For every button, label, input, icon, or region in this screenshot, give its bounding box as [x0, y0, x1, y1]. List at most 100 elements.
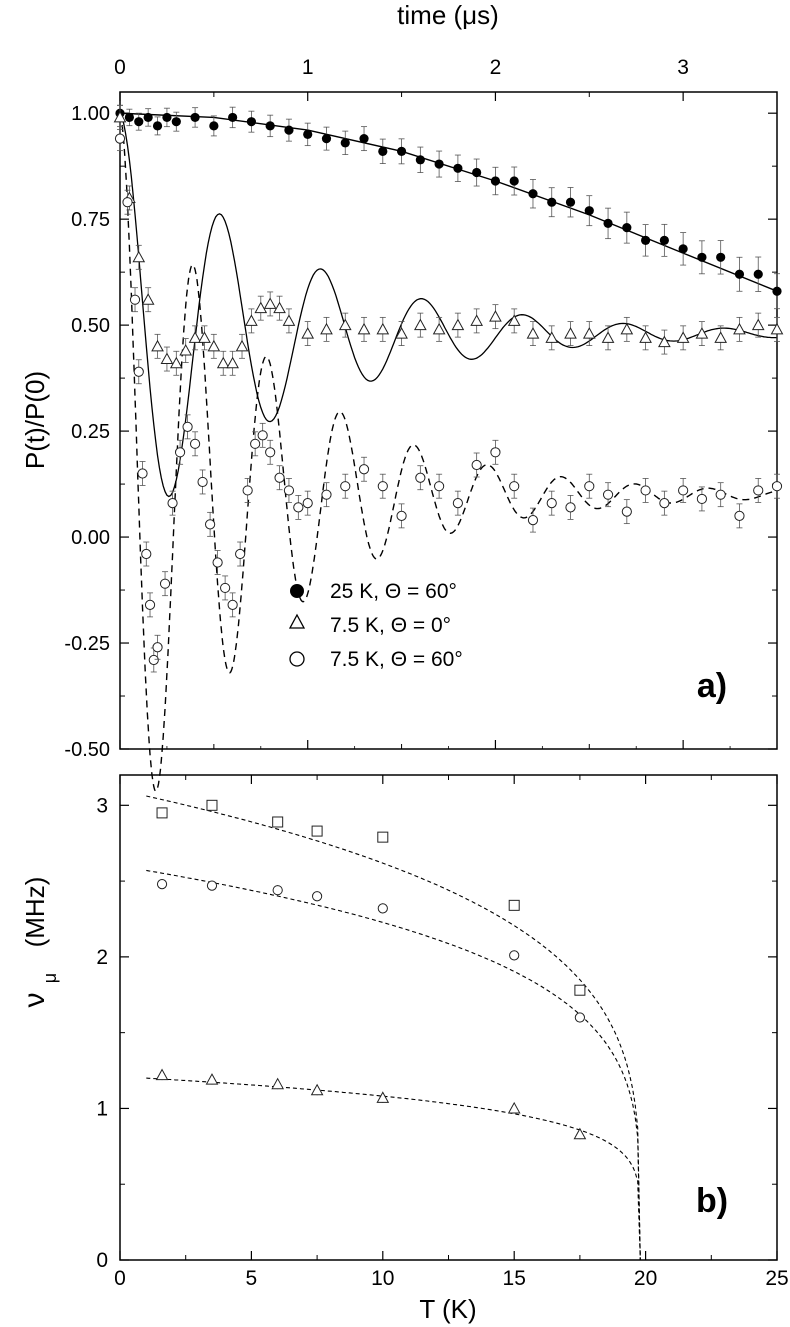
data-point-open-triangle — [470, 314, 484, 326]
x-tick-label: 10 — [371, 1267, 394, 1290]
data-point-open-circle — [358, 464, 370, 475]
data-point-filled-circle — [622, 223, 632, 233]
panel-b-y-axis-subscript: μ — [40, 973, 60, 983]
panel-b-fit-curves — [146, 795, 641, 1261]
data-point-open-circle — [377, 903, 388, 914]
x-tick-label-top: 1 — [302, 56, 314, 79]
data-point-filled-circle — [171, 117, 181, 127]
y-tick-label: 1.00 — [71, 103, 110, 125]
data-point-open-circle — [565, 502, 576, 513]
data-point-open-triangle — [564, 327, 577, 339]
y-tick-label: 0 — [96, 1249, 108, 1272]
data-point-open-circle — [753, 485, 764, 496]
fit-curve-lower — [146, 1077, 641, 1261]
data-point-open-triangle — [338, 318, 352, 331]
data-point-open-circle — [148, 654, 159, 666]
data-point-filled-circle — [509, 176, 519, 186]
panel-b-y-axis-symbol: ν — [18, 993, 51, 1008]
panel-a-tick-labels: 0 1 2 3 1.00 0.75 0.50 0.25 0.00 -0.25 -0.50 — [64, 56, 689, 761]
data-point-open-triangle — [489, 310, 502, 322]
data-point-open-circle — [283, 485, 295, 496]
data-point-filled-circle — [584, 206, 594, 216]
data-point-open-circle — [715, 489, 726, 500]
data-point-open-triangle — [216, 356, 230, 369]
data-point-open-circle — [235, 548, 246, 560]
data-point-open-circle — [490, 447, 501, 458]
x-tick-label-top: 2 — [490, 56, 502, 79]
legend-label-7-5k-0: 7.5 K, Θ = 0° — [330, 614, 451, 637]
data-point-open-triangle — [320, 322, 333, 335]
data-point-open-circle — [156, 879, 168, 890]
y-tick-label: 2 — [96, 946, 108, 969]
data-point-open-triangle — [601, 331, 615, 343]
x-tick-label: 5 — [246, 1267, 258, 1290]
data-point-open-circle — [182, 421, 193, 432]
panel-b: 0 5 10 15 20 25 0 1 2 3 T (K) ν μ (MHz) b) — [18, 774, 789, 1324]
data-point-open-triangle — [770, 322, 784, 335]
data-point-filled-circle — [603, 218, 613, 228]
data-point-open-circle — [152, 642, 163, 653]
fit-curve-25k — [119, 112, 778, 292]
data-point-open-square — [156, 807, 168, 819]
data-point-open-circle — [137, 468, 148, 479]
y-tick-label: 3 — [96, 794, 108, 817]
legend-marker-open-triangle — [288, 613, 306, 629]
data-point-open-circle — [574, 1012, 586, 1023]
data-point-open-circle — [114, 133, 126, 144]
data-point-open-triangle — [376, 1091, 390, 1103]
data-point-filled-circle — [152, 121, 163, 131]
legend: 25 K, Θ = 60° 7.5 K, Θ = 0° 7.5 K, Θ = 6… — [288, 580, 463, 671]
data-point-open-circle — [509, 950, 520, 961]
data-point-filled-circle — [265, 121, 275, 131]
data-point-open-triangle — [526, 327, 540, 339]
data-point-open-triangle — [695, 327, 709, 339]
data-point-open-circle — [293, 502, 304, 513]
data-point-open-circle — [640, 485, 651, 496]
data-point-open-circle — [159, 578, 171, 589]
x-tick-label-top: 0 — [114, 56, 126, 79]
data-point-open-square — [377, 831, 389, 843]
panel-b-x-axis-label: T (K) — [419, 1294, 476, 1324]
data-point-filled-circle — [321, 134, 332, 144]
panel-a-x-axis-label: time (μs) — [397, 0, 499, 30]
data-point-open-circle — [206, 880, 218, 891]
y-tick-label: 0.00 — [71, 527, 110, 549]
data-point-filled-circle — [396, 146, 407, 156]
panel-b-ticks — [119, 775, 778, 1261]
data-point-open-circle — [621, 506, 632, 517]
data-point-filled-circle — [641, 235, 651, 245]
data-point-open-triangle — [639, 331, 652, 343]
data-point-open-triangle — [658, 335, 671, 348]
data-point-open-triangle — [188, 331, 202, 343]
data-point-open-triangle — [207, 339, 221, 352]
data-point-open-triangle — [573, 1127, 587, 1140]
data-point-filled-circle — [134, 117, 144, 127]
data-point-open-triangle — [169, 356, 183, 369]
data-point-open-square — [206, 799, 218, 811]
y-tick-label: 0.25 — [71, 421, 110, 443]
data-point-filled-circle — [453, 163, 463, 173]
data-point-open-triangle — [273, 301, 286, 314]
data-point-open-triangle — [282, 314, 296, 326]
legend-label-25k: 25 K, Θ = 60° — [330, 580, 457, 603]
data-point-open-triangle — [271, 1077, 285, 1090]
data-point-open-triangle — [751, 318, 765, 331]
data-point-open-triangle — [733, 322, 746, 335]
data-point-open-triangle — [205, 1073, 219, 1085]
data-point-filled-circle — [753, 269, 763, 279]
panel-b-y-axis-label: ν μ (MHz) — [18, 877, 60, 1008]
data-point-filled-circle — [697, 252, 707, 262]
x-tick-label: 15 — [503, 1267, 526, 1290]
data-point-open-circle — [133, 366, 144, 377]
data-point-filled-circle — [772, 286, 782, 296]
data-point-open-circle — [122, 197, 133, 208]
data-point-open-triangle — [676, 331, 690, 343]
data-point-open-circle — [144, 599, 156, 610]
data-point-open-triangle — [413, 318, 427, 331]
data-point-open-triangle — [714, 331, 728, 343]
data-point-open-circle — [197, 476, 208, 488]
data-point-open-circle — [227, 599, 238, 610]
data-point-filled-circle — [340, 138, 350, 148]
data-point-open-triangle — [254, 301, 268, 314]
data-point-open-circle — [312, 891, 323, 902]
